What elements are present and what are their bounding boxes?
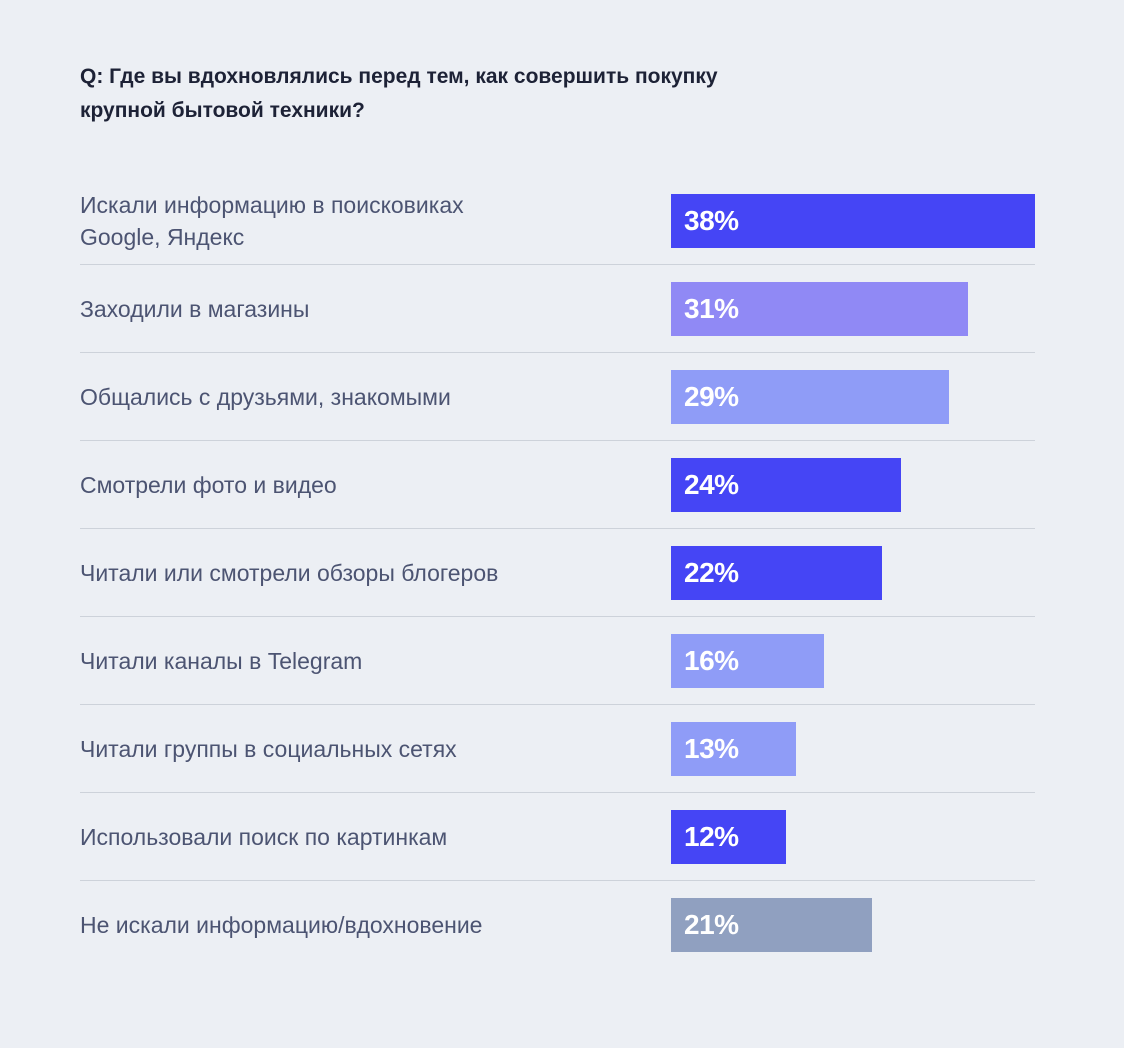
bar-value-label: 31% [684,293,739,324]
bar: 22% [671,546,882,600]
bar: 13% [671,722,796,776]
chart-row: Использовали поиск по картинкам 12% [80,793,1035,881]
question-title: Q: Где вы вдохновлялись перед тем, как с… [80,65,718,122]
bar-value-label: 29% [684,381,739,412]
category-label: Не искали информацию/вдохновение [80,912,483,938]
chart-row: Читали или смотрели обзоры блогеров 22% [80,529,1035,617]
category-label: Заходили в магазины [80,295,310,322]
category-label: Читали или смотрели обзоры блогеров [80,559,499,586]
chart-row: Не искали информацию/вдохновение 21% [80,881,1035,969]
category-label: Читали группы в социальных сетях [80,735,457,762]
category-label: Смотрели фото и видео [80,471,337,498]
bar-value-label: 16% [684,645,739,676]
chart-row: Смотрели фото и видео 24% [80,441,1035,529]
bar: 24% [671,458,901,512]
chart-row: Общались с друзьями, знакомыми 29% [80,353,1035,441]
bar-value-label: 21% [684,909,739,940]
bar-value-label: 24% [684,469,739,500]
bar: 21% [671,898,872,952]
category-label: Общались с друзьями, знакомыми [80,383,451,410]
chart-row: Читали группы в социальных сетях 13% [80,705,1035,793]
bar: 31% [671,282,968,336]
category-label: Искали информацию в поисковиках Google, … [80,191,464,250]
bar: 38% [671,194,1035,248]
bar: 12% [671,810,786,864]
category-label: Читали каналы в Telegram [80,647,363,674]
bar-value-label: 12% [684,821,739,852]
category-label: Использовали поиск по картинкам [80,823,448,850]
bar-value-label: 13% [684,733,739,764]
bar: 16% [671,634,824,688]
bar-value-label: 38% [684,205,739,236]
chart-row: Заходили в магазины 31% [80,265,1035,353]
chart-row: Искали информацию в поисковиках Google, … [80,177,1035,265]
bar-chart: Искали информацию в поисковиках Google, … [80,177,1035,969]
bar-value-label: 22% [684,557,739,588]
bar: 29% [671,370,949,424]
chart-row: Читали каналы в Telegram 16% [80,617,1035,705]
